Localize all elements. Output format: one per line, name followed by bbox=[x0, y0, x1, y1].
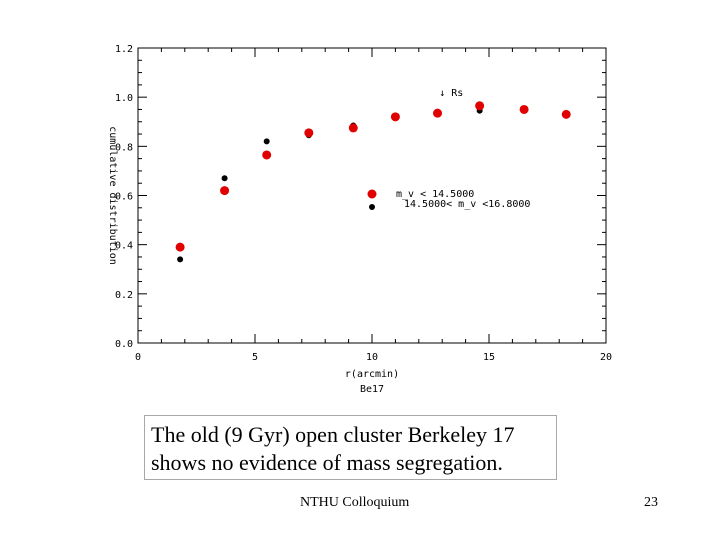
data-point-red bbox=[561, 109, 571, 119]
legend-label-black: 14.5000< m_v <16.8000 bbox=[404, 199, 530, 210]
x-tick-label: 15 bbox=[483, 352, 495, 363]
y-tick-label: 0.0 bbox=[115, 339, 133, 350]
data-point-red bbox=[262, 150, 272, 160]
caption-line-1: The old (9 Gyr) open cluster Berkeley 17 bbox=[151, 422, 515, 447]
chart-subtitle: Be17 bbox=[360, 384, 384, 395]
x-tick-label: 10 bbox=[366, 352, 378, 363]
x-tick-label: 20 bbox=[600, 352, 612, 363]
data-point-red bbox=[519, 104, 529, 114]
data-point-red bbox=[175, 242, 185, 252]
legend-marker-black bbox=[369, 204, 375, 210]
data-point-red bbox=[433, 108, 443, 118]
legend-label-red: m_v < 14.5000 bbox=[396, 189, 474, 200]
footer-text: NTHU Colloquium bbox=[300, 495, 410, 510]
scatter-chart: 0 5 10 15 20 0.0 0.2 0.4 0.6 0.8 1.0 1.2 r(arcmin) Be… bbox=[107, 44, 612, 395]
caption-line-2: shows no evidence of mass segregation. bbox=[151, 450, 503, 475]
data-point-red bbox=[220, 186, 230, 196]
data-point-red bbox=[304, 128, 314, 138]
y-tick-label: 0.6 bbox=[115, 192, 133, 203]
data-point-black bbox=[177, 256, 184, 263]
y-tick-label: 0.4 bbox=[115, 241, 133, 252]
data-point-black bbox=[221, 175, 228, 182]
data-point-red bbox=[390, 112, 400, 122]
y-axis-label: cumulative distribution bbox=[107, 126, 118, 264]
caption-box: The old (9 Gyr) open cluster Berkeley 17… bbox=[144, 415, 557, 480]
y-tick-label: 0.2 bbox=[115, 290, 133, 301]
data-point-red bbox=[475, 101, 485, 111]
rs-annotation: ↓ Rs bbox=[439, 88, 463, 99]
x-tick-label: 5 bbox=[252, 352, 258, 363]
x-axis-label: r(arcmin) bbox=[345, 369, 399, 380]
y-tick-label: 1.2 bbox=[115, 44, 133, 55]
data-point-black bbox=[263, 138, 270, 145]
y-tick-label: 0.8 bbox=[115, 142, 133, 153]
y-tick-label: 1.0 bbox=[115, 93, 133, 104]
legend-marker-red bbox=[367, 189, 377, 199]
page-number: 23 bbox=[644, 495, 658, 510]
data-point-red bbox=[348, 123, 358, 133]
x-tick-label: 0 bbox=[135, 352, 141, 363]
